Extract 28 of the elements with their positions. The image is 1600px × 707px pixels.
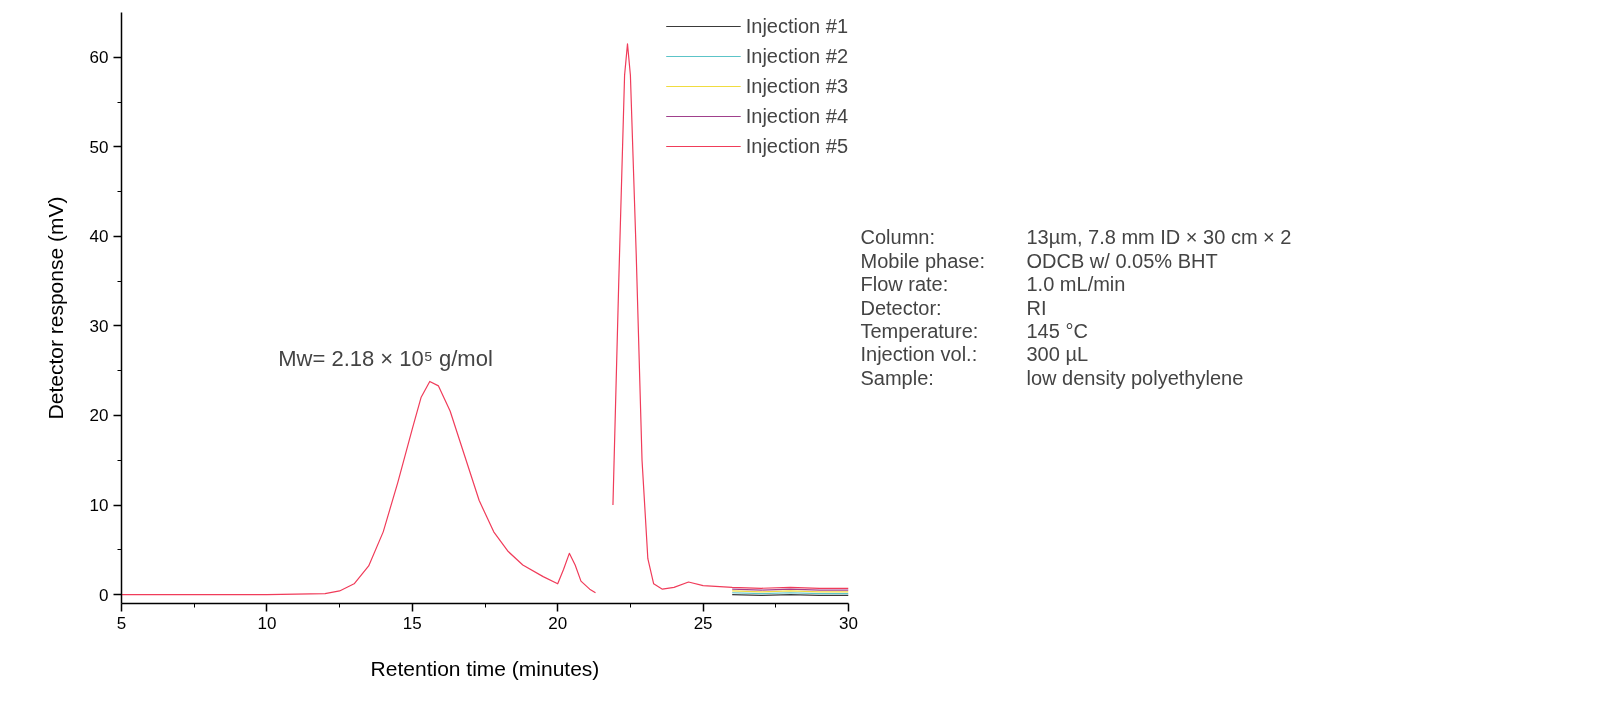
legend-label: Injection #5 (745, 133, 848, 159)
annotation: Mw= 2.18 × 10⁵ g/mol (278, 345, 493, 371)
legend-label: Injection #1 (745, 13, 848, 39)
text: Sample: low density polyethylene (860, 366, 1244, 389)
y-tick-label: 10 (89, 496, 109, 515)
text: Detector: RI (860, 296, 1047, 319)
text: Mobile phase: ODCB w/ 0.05% BHT (860, 249, 1218, 272)
y-tick-label: 50 (89, 137, 109, 157)
legend-label: Injection #3 (745, 73, 848, 99)
legend-label: Injection #4 (745, 103, 848, 129)
y-tick-label: 40 (89, 227, 109, 247)
y-tick-label: 30 (89, 316, 109, 336)
x-tick-label: 15 (402, 613, 422, 633)
y-axis-title: Detector response (mV) (43, 196, 67, 420)
y-tick-label: 60 (89, 48, 109, 68)
text: Temperature: 145 °C (860, 319, 1088, 342)
text: Flow rate: 1.0 mL/min (860, 273, 1126, 296)
text: Injection vol.: 300 µL (860, 343, 1089, 366)
text: Column: 13µm, 7.8 mm ID × 30 cm × 2 (860, 226, 1292, 249)
y-tick-label: 20 (89, 406, 109, 426)
y-tick-label: 0 (99, 585, 109, 605)
x-tick-label: 10 (257, 613, 277, 633)
x-tick-label: 5 (116, 613, 127, 633)
x-tick-label: 25 (693, 613, 713, 633)
x-axis-title: Retention time (minutes) (370, 656, 600, 680)
legend-label: Injection #2 (745, 43, 848, 69)
x-tick-label: 20 (548, 613, 568, 633)
x-tick-label: 30 (839, 613, 858, 633)
